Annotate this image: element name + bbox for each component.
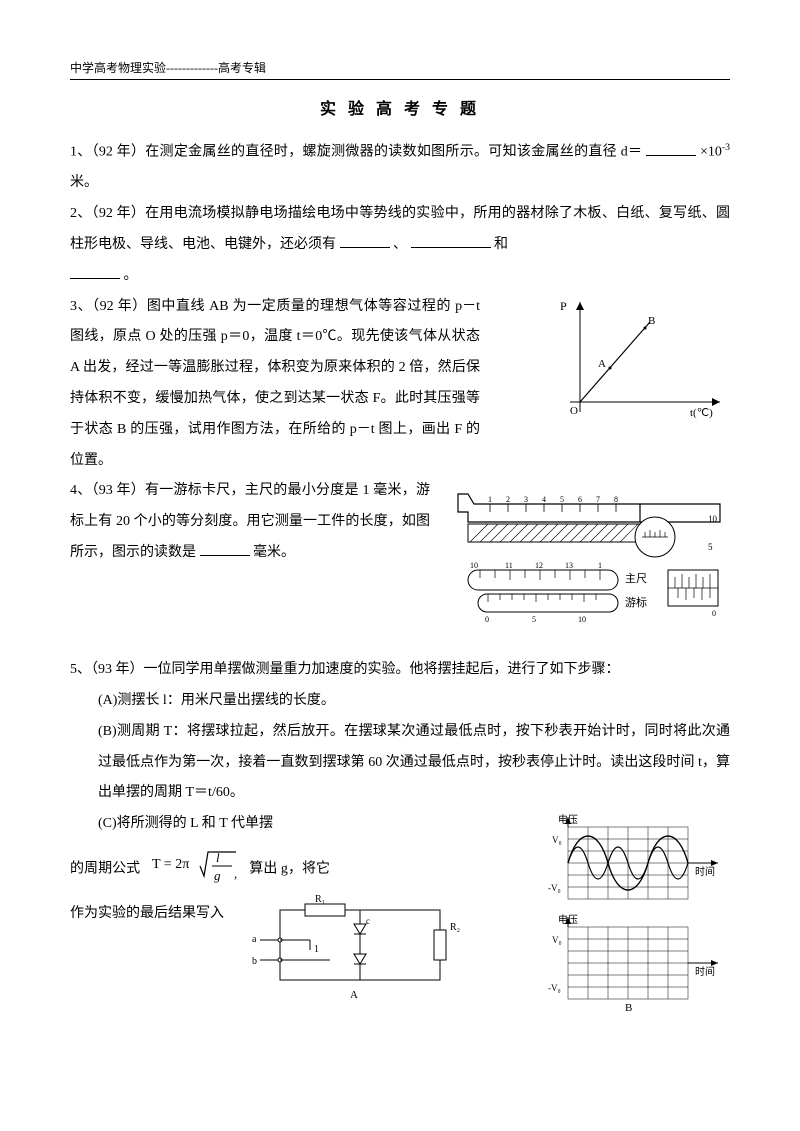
graph-label-b: B xyxy=(625,1002,632,1013)
svg-text:0: 0 xyxy=(712,609,716,618)
q5-step-c-b: 的周期公式 xyxy=(70,862,140,877)
svg-text:T = 2π: T = 2π xyxy=(152,857,189,872)
svg-text:5: 5 xyxy=(560,495,564,504)
svg-text:5: 5 xyxy=(708,542,713,552)
svg-text:13: 13 xyxy=(565,561,573,570)
question-4: 12 34 56 78 xyxy=(70,476,730,568)
question-1: 1、（92 年）在测定金属丝的直径时，螺旋测微器的读数如图所示。可知该金属丝的直… xyxy=(70,137,730,199)
svg-text:R₁: R₁ xyxy=(315,894,325,905)
svg-text:R₂: R₂ xyxy=(450,922,460,933)
q3-text: 3、（92 年）图中直线 AB 为一定质量的理想气体等容过程的 p－t 图线，原… xyxy=(70,292,480,477)
svg-text:4: 4 xyxy=(542,495,546,504)
svg-text:V₀: V₀ xyxy=(552,935,562,945)
svg-text:1: 1 xyxy=(488,495,492,504)
q3-diagram: P B A O t(℃) xyxy=(550,292,730,435)
label-main-scale: 主尺 xyxy=(625,572,647,585)
q3-label-b: B xyxy=(648,315,655,327)
q5-step-b: (B)测周期 T：将摆球拉起，然后放开。在摆球某次通过最低点时，按下秒表开始计时… xyxy=(70,717,730,809)
period-formula: T = 2π l g , xyxy=(150,840,240,899)
q2-blank-2 xyxy=(411,234,491,248)
q3-label-x: t(℃) xyxy=(690,407,713,419)
svg-text:2: 2 xyxy=(506,495,510,504)
svg-text:a: a xyxy=(252,934,257,945)
svg-text:8: 8 xyxy=(614,495,618,504)
svg-text:3: 3 xyxy=(524,495,528,504)
q2-blank-1 xyxy=(340,234,390,248)
svg-text:7: 7 xyxy=(596,495,600,504)
svg-text:11: 11 xyxy=(505,561,513,570)
svg-text:l: l xyxy=(216,850,220,865)
svg-text:c: c xyxy=(366,916,370,926)
graph-xlabel-1: 时间 xyxy=(695,865,715,878)
q3-label-a: A xyxy=(598,358,606,370)
svg-text:10: 10 xyxy=(708,514,718,524)
circuit-label-a: A xyxy=(350,989,358,1001)
q1-blank xyxy=(646,142,696,156)
svg-text:-V₀: -V₀ xyxy=(548,883,561,893)
question-3: P B A O t(℃) 3、（92 年）图中直线 AB 为一定质量的理想气体等… xyxy=(70,292,730,477)
svg-text:g: g xyxy=(214,868,221,883)
svg-text:1: 1 xyxy=(598,561,602,570)
q3-label-o: O xyxy=(570,405,578,417)
q4-text: 4、（93 年）有一游标卡尺，主尺的最小分度是 1 毫米，游标上有 20 个小的… xyxy=(70,476,430,568)
q5-step-a: (A)测摆长 l：用米尺量出摆线的长度。 xyxy=(70,686,730,717)
svg-text:10: 10 xyxy=(470,561,478,570)
q5-step-c-a: (C)将所测得的 L 和 T 代单摆 xyxy=(70,809,330,840)
svg-text:5: 5 xyxy=(532,615,536,624)
q1-text-a: 1、（92 年）在测定金属丝的直径时，螺旋测微器的读数如图所示。可知该金属丝的直… xyxy=(70,145,642,160)
svg-text:12: 12 xyxy=(535,561,543,570)
q4-text-b: 毫米。 xyxy=(253,545,295,560)
oscilloscope-graphs: 电压 时间 V₀ -V₀ 电压 xyxy=(540,813,730,1026)
q4-blank xyxy=(200,542,250,556)
q2-blank-3 xyxy=(70,265,120,279)
q3-label-p: P xyxy=(560,299,567,313)
q4-text-a: 4、（93 年）有一游标卡尺，主尺的最小分度是 1 毫米，游标上有 20 个小的… xyxy=(70,483,430,560)
svg-text:-V₀: -V₀ xyxy=(548,983,561,993)
page-title: 实 验 高 考 专 题 xyxy=(70,92,730,127)
q1-text-c: 米。 xyxy=(70,175,98,190)
question-2: 2、（92 年）在用电流场模拟静电场描绘电场中等势线的实验中，所用的器材除了木板… xyxy=(70,199,730,291)
svg-text:V₀: V₀ xyxy=(552,835,562,845)
label-vernier: 游标 xyxy=(625,595,647,609)
svg-text:1: 1 xyxy=(314,944,319,955)
q4-diagram: 12 34 56 78 xyxy=(450,482,730,655)
q1-exp: -3 xyxy=(722,142,730,153)
q2-text-b: 、 xyxy=(393,237,407,252)
svg-text:10: 10 xyxy=(578,615,586,624)
svg-text:b: b xyxy=(252,956,257,967)
question-5-intro: 5、（93 年）一位同学用单摆做测量重力加速度的实验。他将摆挂起后，进行了如下步… xyxy=(70,655,730,686)
q2-text-c: 和 xyxy=(494,237,508,252)
page-header: 中学高考物理实验-------------高考专辑 xyxy=(70,60,730,80)
q1-text-b: ×10 xyxy=(700,145,722,160)
svg-text:6: 6 xyxy=(578,495,582,504)
svg-text:0: 0 xyxy=(485,615,489,624)
graph-xlabel-2: 时间 xyxy=(695,965,715,978)
q2-text-d: 。 xyxy=(124,268,138,283)
svg-text:,: , xyxy=(234,866,237,881)
